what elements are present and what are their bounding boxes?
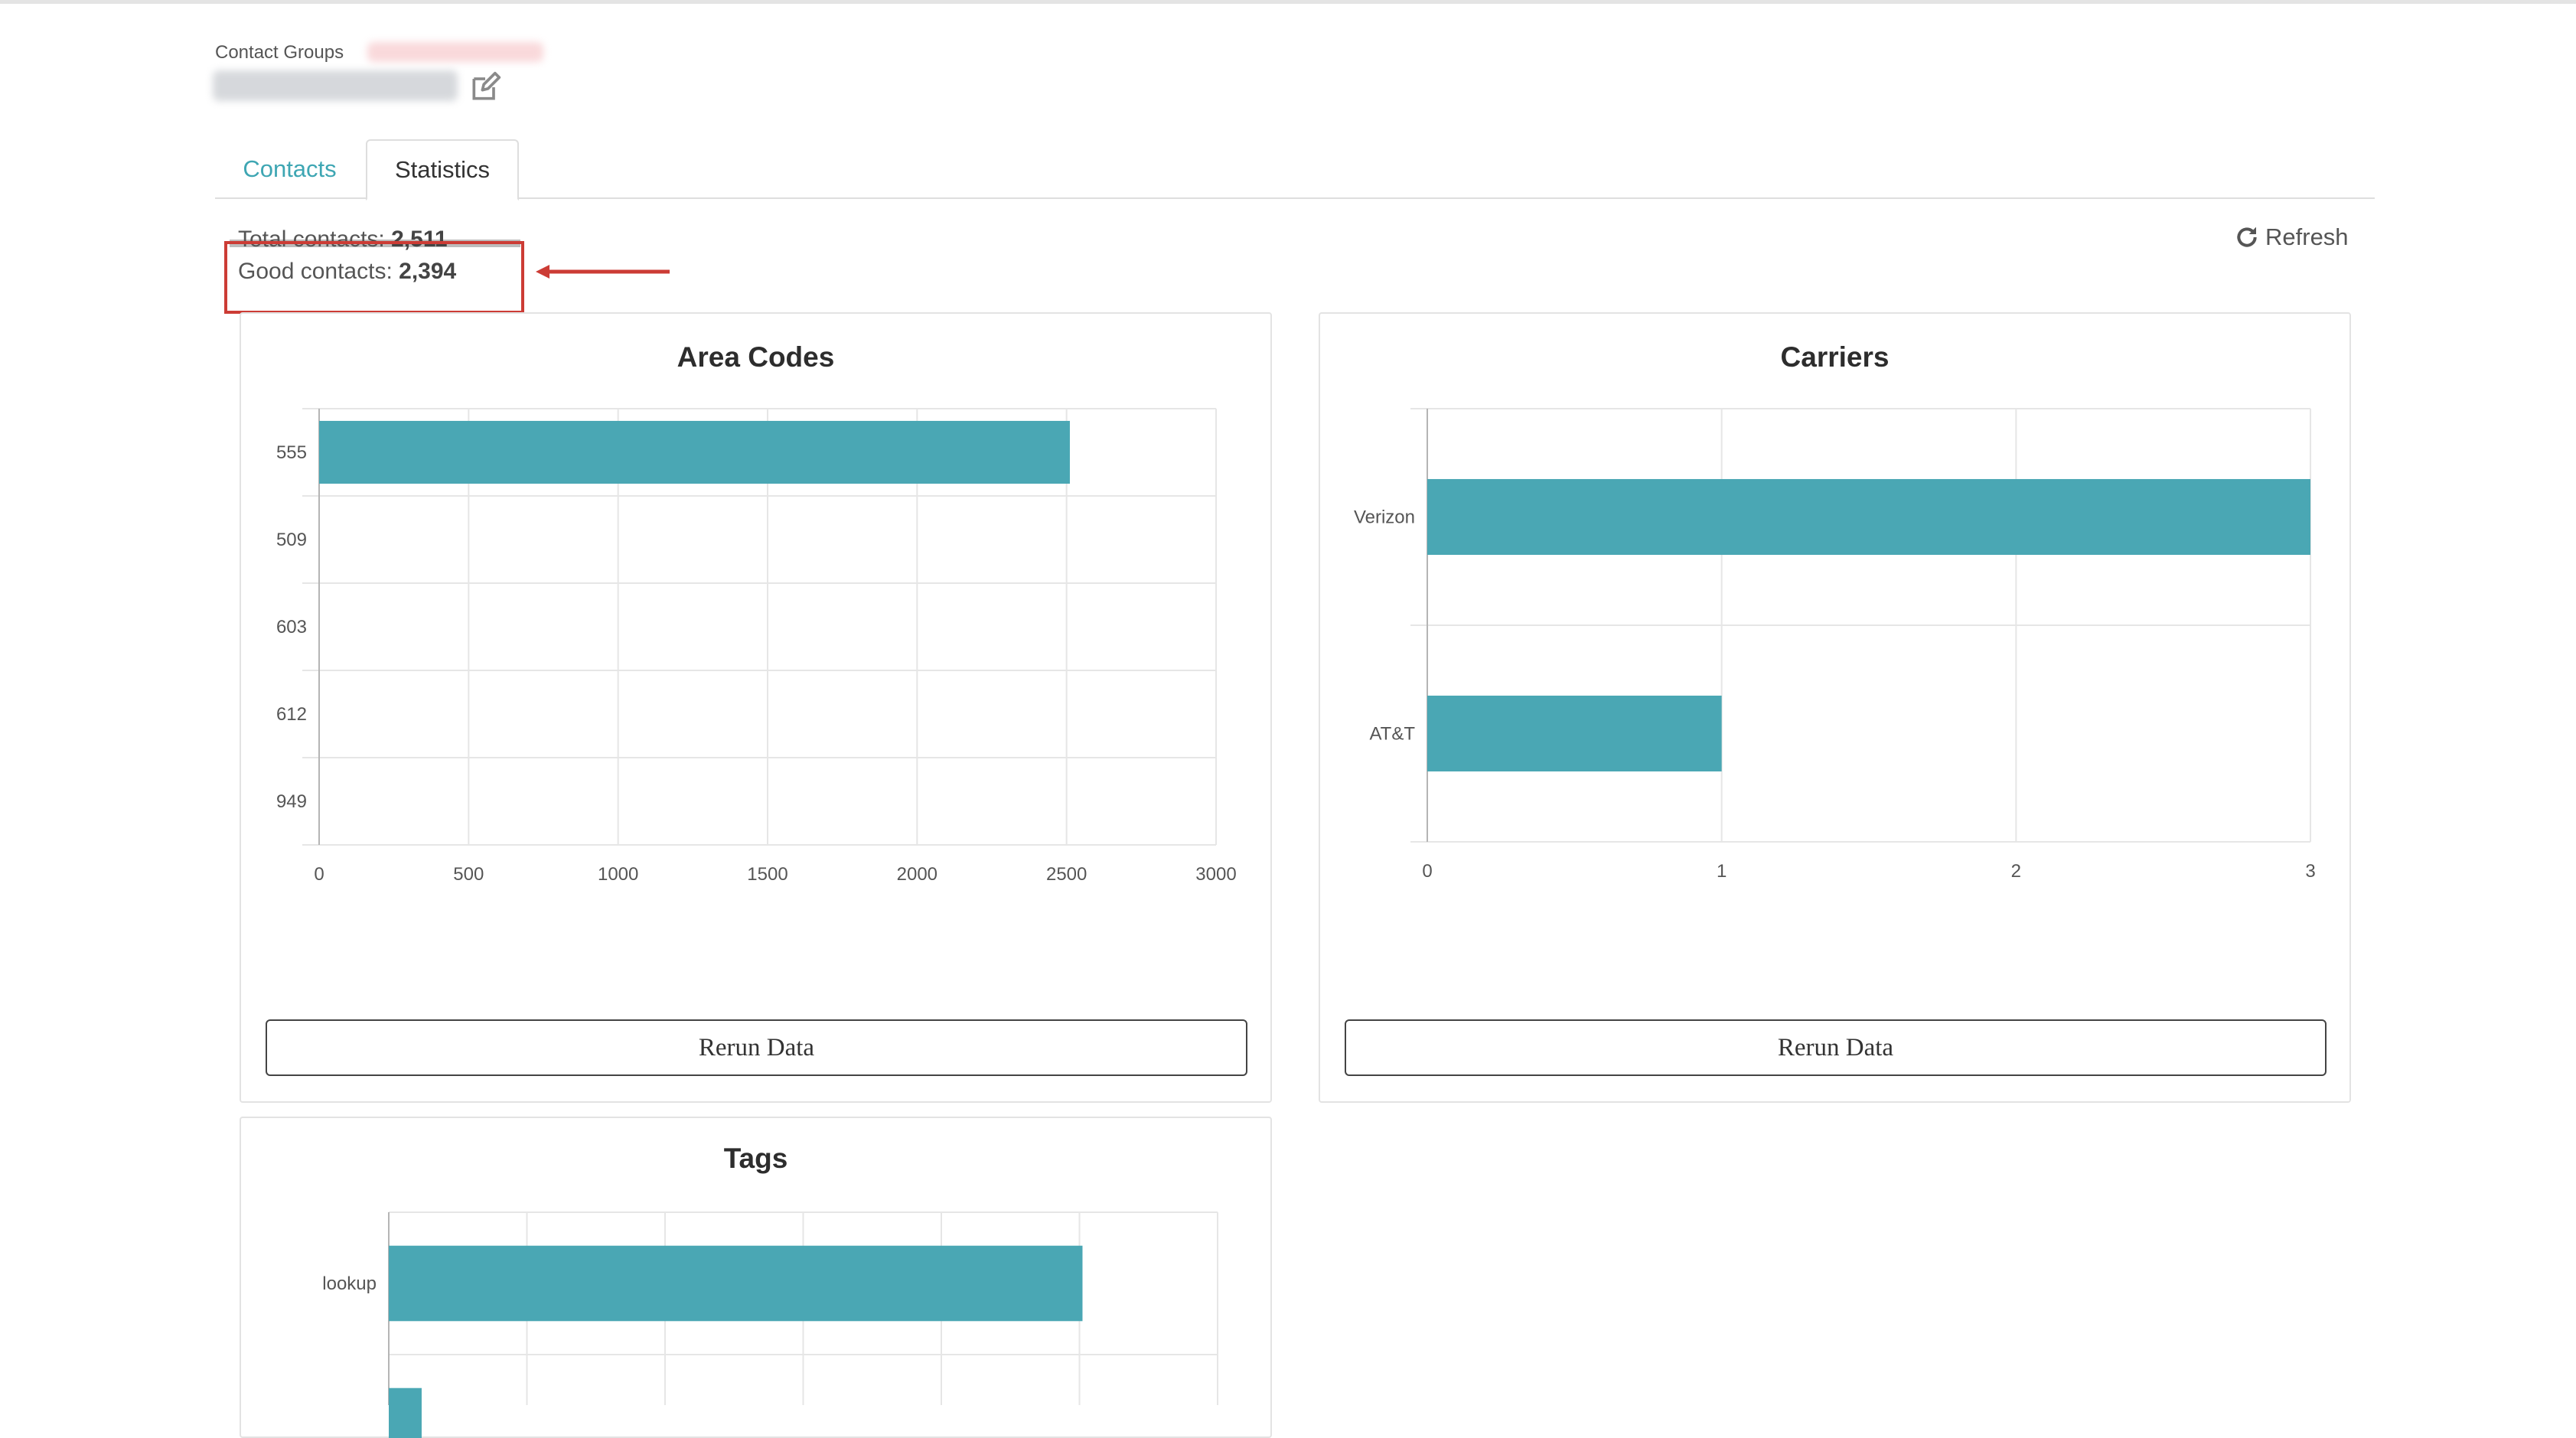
good-contacts-label: Good contacts: <box>238 259 393 284</box>
top-divider <box>0 0 2576 4</box>
x-tick-label: 1 <box>1717 861 1727 882</box>
x-tick-label: 3 <box>2305 861 2315 882</box>
x-tick-label: 0 <box>1422 861 1432 882</box>
tab-statistics[interactable]: Statistics <box>366 139 519 201</box>
carriers-rerun-button[interactable]: Rerun Data <box>1345 1019 2327 1076</box>
tabs-divider <box>215 197 2375 199</box>
tab-contacts[interactable]: Contacts <box>243 155 337 182</box>
carriers-chart: Verizon AT&T 0 1 2 3 <box>1354 408 2316 882</box>
edit-icon[interactable] <box>468 70 502 104</box>
good-contacts: Good contacts: 2,394 <box>238 259 456 285</box>
refresh-button[interactable]: Refresh <box>2235 223 2349 251</box>
refresh-label: Refresh <box>2265 223 2349 250</box>
area-codes-rerun-button[interactable]: Rerun Data <box>266 1019 1247 1076</box>
good-contacts-value: 2,394 <box>399 259 457 284</box>
annotation-highlight-box <box>224 241 524 314</box>
area-codes-chart: 555 509 603 612 949 0 500 1000 1500 2000 2500 3000 <box>276 408 1237 885</box>
tags-title: Tags <box>723 1143 788 1174</box>
x-tick-label: 1000 <box>598 864 638 885</box>
category-label: 949 <box>276 791 307 812</box>
total-contacts-label: Total contacts: <box>238 227 385 252</box>
category-label: Verizon <box>1354 507 1415 528</box>
breadcrumb-label: Contact Groups <box>215 42 344 63</box>
redacted-badge <box>367 42 543 62</box>
category-label: 509 <box>276 530 307 550</box>
annotation-arrow-icon <box>536 265 670 279</box>
x-tick-label: 0 <box>314 864 324 885</box>
category-label: 603 <box>276 617 307 637</box>
category-label: 612 <box>276 704 307 725</box>
x-tick-label: 2 <box>2011 861 2021 882</box>
area-codes-title: Area Codes <box>677 341 835 373</box>
redacted-group-name <box>213 70 458 101</box>
category-label: 555 <box>276 442 307 463</box>
category-label: AT&T <box>1369 724 1415 745</box>
x-tick-label: 500 <box>453 864 484 885</box>
x-tick-label: 1500 <box>747 864 787 885</box>
tags-chart: lookup <box>322 1211 1218 1438</box>
bar <box>1427 478 2310 556</box>
bar <box>319 420 1070 484</box>
total-contacts: Total contacts: 2,511 <box>238 227 448 253</box>
bar <box>389 1245 1083 1322</box>
total-contacts-value: 2,511 <box>391 227 448 252</box>
x-tick-label: 2500 <box>1046 864 1087 885</box>
bar <box>389 1387 422 1438</box>
x-tick-label: 3000 <box>1195 864 1236 885</box>
category-label: lookup <box>322 1273 377 1294</box>
bar <box>1427 695 1722 772</box>
refresh-icon <box>2237 227 2257 247</box>
carriers-title: Carriers <box>1780 341 1890 373</box>
x-tick-label: 2000 <box>897 864 937 885</box>
